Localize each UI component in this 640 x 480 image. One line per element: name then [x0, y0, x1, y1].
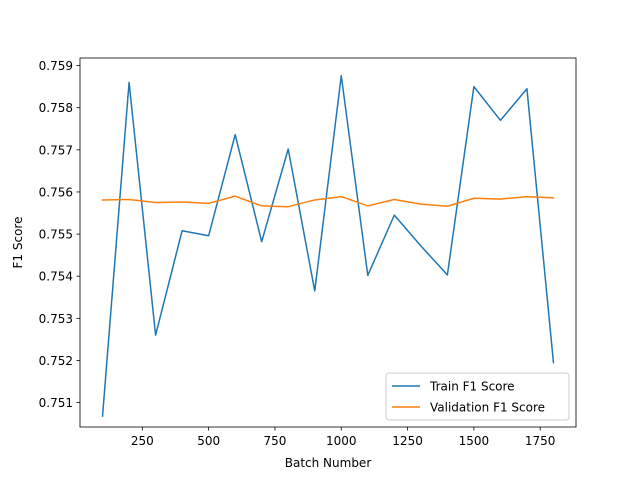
series-layer: [101, 74, 555, 417]
data-point-1-6: [260, 204, 263, 207]
y-tick-label: 0.752: [39, 354, 73, 368]
x-tick-label: 1250: [392, 434, 423, 448]
data-point-0-11: [393, 214, 396, 217]
y-tick-label: 0.754: [39, 270, 73, 284]
data-point-1-10: [366, 204, 369, 207]
x-tick-label: 500: [197, 434, 220, 448]
series-line-0: [101, 74, 555, 417]
legend-label-validation: Validation F1 Score: [430, 401, 545, 415]
y-tick-label: 0.753: [39, 312, 73, 326]
data-point-0-0: [101, 415, 104, 418]
y-axis-ticks: 0.751 0.752 0.753 0.754 0.755 0.756 0.757 0.758…: [39, 59, 80, 410]
data-point-0-9: [340, 74, 343, 77]
data-point-0-16: [525, 87, 528, 90]
x-axis-ticks: 250 500 750 1000 1250 1500 1750: [131, 427, 556, 448]
y-tick-label: 0.755: [39, 228, 73, 242]
x-tick-label: 1500: [459, 434, 490, 448]
data-point-0-12: [419, 244, 422, 247]
data-point-0-6: [260, 240, 263, 243]
legend: Train F1 Score Validation F1 Score: [385, 372, 570, 421]
data-point-0-15: [499, 119, 502, 122]
data-point-0-10: [366, 274, 369, 277]
data-point-0-1: [128, 81, 131, 84]
plot-area: [80, 58, 576, 427]
data-point-1-11: [393, 198, 396, 201]
x-tick-label: 1000: [326, 434, 357, 448]
data-point-0-8: [313, 289, 316, 292]
data-point-0-17: [552, 361, 555, 364]
data-point-1-0: [101, 198, 104, 201]
y-axis-label: F1 Score: [11, 217, 25, 269]
data-point-1-16: [525, 195, 528, 198]
data-point-0-14: [472, 85, 475, 88]
legend-label-train: Train F1 Score: [429, 380, 515, 394]
data-point-0-3: [181, 229, 184, 232]
y-tick-label: 0.751: [39, 396, 73, 410]
legend-box: [385, 372, 570, 421]
data-point-1-14: [472, 197, 475, 200]
series-line-1: [101, 195, 555, 208]
data-point-1-4: [207, 202, 210, 205]
data-point-1-1: [128, 198, 131, 201]
data-point-1-3: [181, 201, 184, 204]
data-point-1-7: [287, 205, 290, 208]
y-tick-label: 0.757: [39, 143, 73, 157]
data-point-1-17: [552, 196, 555, 199]
data-point-1-15: [499, 198, 502, 201]
x-tick-label: 750: [263, 434, 286, 448]
data-point-1-13: [446, 205, 449, 208]
data-point-0-4: [207, 234, 210, 237]
data-point-1-2: [154, 201, 157, 204]
x-tick-label: 250: [131, 434, 154, 448]
data-point-0-13: [446, 273, 449, 276]
data-point-0-7: [287, 147, 290, 150]
data-point-1-12: [419, 203, 422, 206]
data-point-1-5: [234, 195, 237, 198]
y-tick-label: 0.756: [39, 185, 73, 199]
x-axis-label: Batch Number: [285, 456, 372, 470]
x-tick-label: 1750: [525, 434, 556, 448]
y-tick-label: 0.759: [39, 59, 73, 73]
y-tick-label: 0.758: [39, 101, 73, 115]
plot-frame: [79, 57, 577, 428]
data-point-1-8: [313, 198, 316, 201]
data-point-1-9: [340, 195, 343, 198]
data-point-0-2: [154, 334, 157, 337]
data-point-0-5: [234, 133, 237, 136]
